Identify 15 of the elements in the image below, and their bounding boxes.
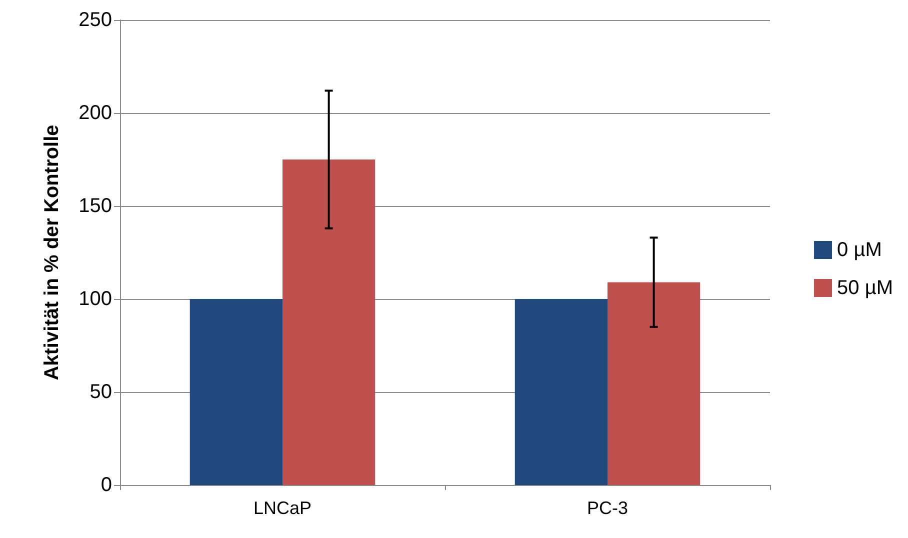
bar — [514, 299, 608, 485]
y-tick-label: 200 — [78, 102, 112, 124]
legend-label: 0 µM — [837, 239, 882, 261]
y-tick-label: 100 — [78, 288, 112, 310]
y-tick-label: 150 — [78, 195, 112, 217]
bar — [608, 282, 700, 485]
y-tick-label: 250 — [78, 9, 112, 31]
x-tick-label: PC-3 — [586, 498, 628, 518]
y-axis-title: Aktivität in % der Kontrolle — [41, 124, 63, 380]
legend-label: 50 µM — [837, 277, 894, 299]
x-tick-label: LNCaP — [253, 498, 312, 518]
y-tick-label: 0 — [100, 474, 112, 496]
bar — [282, 160, 376, 485]
y-tick-label: 50 — [90, 381, 112, 403]
bar — [190, 299, 282, 485]
